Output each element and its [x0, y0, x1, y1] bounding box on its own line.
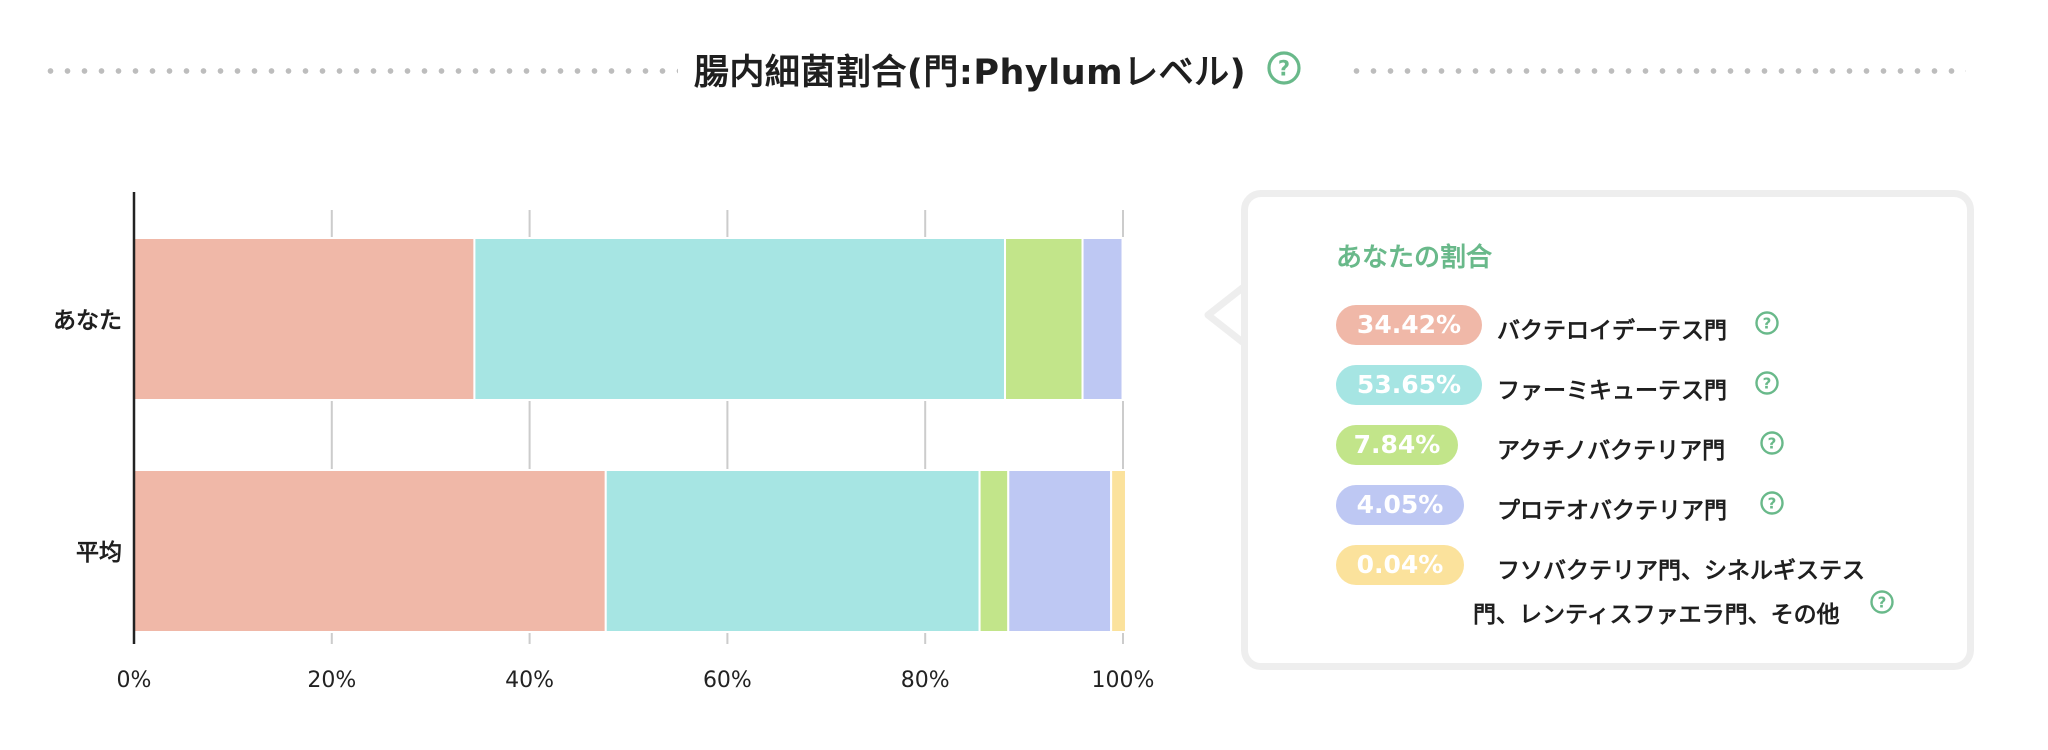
legend-label: アクチノバクテリア門: [1497, 438, 1726, 464]
page-title: 腸内細菌割合(門:Phylumレベル): [693, 53, 1247, 93]
bar-segment: [1110, 469, 1127, 633]
help-circle-icon[interactable]: ?: [1266, 50, 1302, 86]
bar-segment: [133, 469, 607, 633]
section-header: 腸内細菌割合(門:Phylumレベル) ?: [0, 38, 2048, 104]
help-circle-icon[interactable]: ?: [1759, 490, 1785, 516]
legend-pill: 34.42%: [1336, 305, 1482, 345]
legend-card: あなたの割合 34.42% バクテロイデーテス門 ? 53.65% ファーミキュ…: [1241, 190, 1974, 670]
dotted-divider-right: [1348, 68, 1966, 74]
legend-label: プロテオバクテリア門: [1497, 498, 1727, 524]
svg-text:?: ?: [1768, 495, 1777, 513]
legend-pill: 7.84%: [1336, 425, 1458, 465]
x-tick-label: 100%: [1092, 668, 1155, 693]
legend-pill: 53.65%: [1336, 365, 1482, 405]
bar-segment: [604, 469, 981, 633]
x-tick-label: 80%: [901, 668, 950, 693]
help-circle-icon[interactable]: ?: [1754, 310, 1780, 336]
legend-label: ファーミキューテス門: [1497, 378, 1727, 404]
x-tick-label: 40%: [505, 668, 554, 693]
legend-label: フソバクテリア門、シネルギステス 門、レンティスファエラ門、その他: [1473, 551, 1865, 629]
svg-text:?: ?: [1763, 315, 1772, 333]
bar-segment: [1081, 237, 1124, 401]
bar-segment: [473, 237, 1007, 401]
x-tick-label: 60%: [703, 668, 752, 693]
legend-pill: 4.05%: [1336, 485, 1464, 525]
bar-segment: [133, 237, 476, 401]
legend-label-line2: 門、レンティスファエラ門、その他: [1473, 602, 1840, 628]
category-label: あなた: [53, 308, 122, 334]
dotted-divider-left: [42, 68, 678, 74]
legend-title: あなたの割合: [1336, 243, 1493, 273]
svg-text:?: ?: [1878, 594, 1887, 612]
bar-segment: [978, 469, 1010, 633]
legend-pill: 0.04%: [1336, 545, 1464, 585]
x-tick-label: 20%: [307, 668, 356, 693]
stacked-bar-chart: あなた平均 0% 20% 40% 60% 80% 100%: [0, 170, 1200, 730]
help-circle-icon[interactable]: ?: [1869, 589, 1895, 615]
bar-segment: [1007, 469, 1113, 633]
x-tick-label: 0%: [117, 668, 152, 693]
svg-text:?: ?: [1763, 375, 1772, 393]
help-circle-icon[interactable]: ?: [1759, 430, 1785, 456]
legend-label-line1: フソバクテリア門、シネルギステス: [1497, 558, 1865, 584]
svg-text:?: ?: [1278, 57, 1290, 81]
bar-segment: [1004, 237, 1084, 401]
help-circle-icon[interactable]: ?: [1754, 370, 1780, 396]
svg-text:?: ?: [1768, 435, 1777, 453]
category-label: 平均: [76, 539, 122, 566]
legend-label: バクテロイデーテス門: [1497, 318, 1727, 344]
